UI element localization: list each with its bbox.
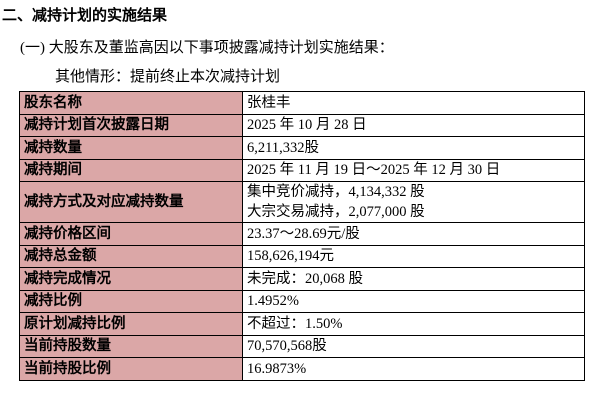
row-label: 股东名称	[19, 91, 243, 115]
note: 其他情形：提前终止本次减持计划	[55, 69, 281, 85]
table-row: 原计划减持比例 不超过：1.50%	[19, 312, 585, 336]
row-label: 当前持股数量	[19, 334, 243, 358]
value-line: 集中竞价减持，4,134,332 股	[247, 184, 425, 200]
row-value: 集中竞价减持，4,134,332 股大宗交易减持，2,077,000 股	[242, 181, 585, 223]
table-row: 当前持股数量 70,570,568股	[19, 334, 585, 358]
row-value: 16.9873%	[242, 357, 585, 381]
result-table: 股东名称 张桂丰 减持计划首次披露日期 2025 年 10 月 28 日减持数量 6,2…	[19, 91, 585, 381]
table-row: 减持比例 1.4952%	[19, 289, 585, 313]
row-value: 23.37～28.69元/股	[242, 222, 585, 246]
table-row: 减持价格区间 23.37～28.69元/股	[19, 222, 585, 246]
table-row: 减持期间 2025 年 11 月 19 日～2025 年 12 月 30 日	[19, 158, 585, 182]
row-label: 减持总金额	[19, 244, 243, 268]
row-value: 未完成：20,068 股	[242, 267, 585, 291]
table-row: 减持数量 6,211,332股	[19, 136, 585, 160]
row-label: 减持期间	[19, 158, 243, 182]
row-value: 张桂丰	[242, 91, 585, 115]
section-heading: 二、减持计划的实施结果	[2, 6, 168, 24]
row-value: 2025 年 11 月 19 日～2025 年 12 月 30 日	[242, 158, 585, 182]
row-label: 减持方式及对应减持数量	[19, 181, 243, 223]
row-label: 减持完成情况	[19, 267, 243, 291]
table-row: 减持总金额 158,626,194元	[19, 244, 585, 268]
row-value: 6,211,332股	[242, 136, 585, 160]
table-row: 减持计划首次披露日期 2025 年 10 月 28 日	[19, 113, 585, 137]
value-line: 大宗交易减持，2,077,000 股	[247, 204, 425, 220]
table-row: 当前持股比例 16.9873%	[19, 357, 585, 381]
row-label: 减持比例	[19, 289, 243, 313]
row-value: 158,626,194元	[242, 244, 585, 268]
subsection-title: (一) 大股东及董监高因以下事项披露减持计划实施结果：	[20, 40, 394, 56]
table-row: 股东名称 张桂丰	[19, 91, 585, 115]
row-value: 1.4952%	[242, 289, 585, 313]
row-label: 当前持股比例	[19, 357, 243, 381]
row-value: 70,570,568股	[242, 334, 585, 358]
row-label: 减持数量	[19, 136, 243, 160]
table-row: 减持完成情况 未完成：20,068 股	[19, 267, 585, 291]
row-label: 原计划减持比例	[19, 312, 243, 336]
table-row: 减持方式及对应减持数量 集中竞价减持，4,134,332 股大宗交易减持，2,07…	[19, 181, 585, 223]
row-label: 减持计划首次披露日期	[19, 113, 243, 137]
row-value: 2025 年 10 月 28 日	[242, 113, 585, 137]
row-label: 减持价格区间	[19, 222, 243, 246]
row-value: 不超过：1.50%	[242, 312, 585, 336]
